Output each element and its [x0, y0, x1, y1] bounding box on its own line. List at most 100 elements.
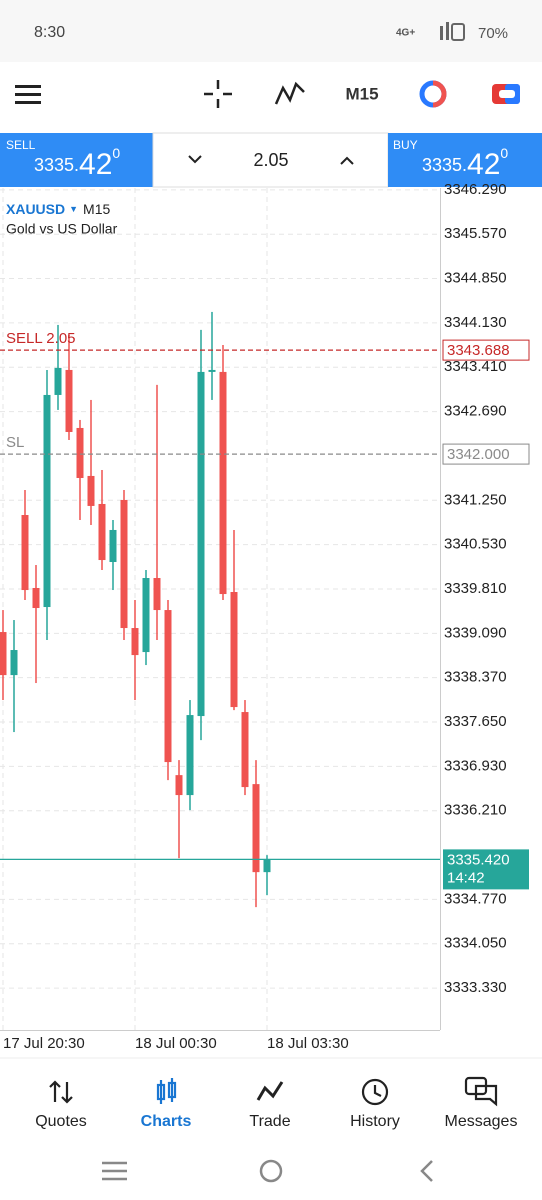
quotes-icon: [49, 1080, 73, 1104]
y-tick-label: 3336.930: [444, 757, 507, 774]
candle-body: [263, 859, 271, 873]
buy-label: BUY: [393, 138, 418, 152]
current-price-tag: [443, 849, 529, 890]
network: 4G+: [396, 28, 415, 39]
account-icon-part: [499, 90, 515, 98]
price-big: 42: [79, 148, 112, 181]
y-tick-label: 3340.530: [444, 536, 507, 553]
menu-bar: [15, 93, 41, 96]
clock: 8:30: [34, 24, 65, 41]
volume: 2.05: [253, 150, 288, 170]
candle-body: [230, 591, 238, 708]
current-price-label: 3335.420: [447, 851, 510, 868]
price-big: 42: [467, 148, 500, 181]
bottom-nav: Quotes Charts Trade History Messages: [35, 1113, 517, 1130]
candle-body: [219, 371, 227, 595]
chart: 3346.290 3345.570 3344.850 3344.130 3343.410…: [0, 181, 530, 1052]
price-sup: 0: [112, 145, 120, 161]
signal: [440, 26, 443, 40]
indicators-button[interactable]: [274, 81, 305, 105]
menu-bar: [15, 101, 41, 104]
candle-body: [54, 367, 62, 395]
candle-body: [153, 578, 161, 611]
candle-body: [10, 650, 18, 676]
messages-icon-back: [474, 1084, 498, 1107]
y-tick-label: 3339.810: [444, 580, 507, 597]
candle-body: [98, 503, 106, 561]
candle-body: [21, 515, 29, 591]
sell-price: 3335.420: [34, 145, 120, 181]
candle-body: [131, 628, 139, 656]
crosshair-button[interactable]: [204, 80, 232, 108]
nav-item[interactable]: Trade: [249, 1113, 290, 1130]
candle-body: [175, 775, 183, 796]
price-line-label: SL: [6, 434, 24, 451]
price-tag: [442, 443, 530, 465]
back[interactable]: [420, 1160, 433, 1182]
trade-icon-part: [432, 80, 447, 108]
nav-icons: [49, 1076, 498, 1107]
current-time-label: 14:42: [447, 869, 485, 886]
candle-body: [32, 587, 40, 609]
buy-button[interactable]: [388, 133, 542, 187]
y-tick-label: 3346.290: [444, 181, 507, 198]
volume-down[interactable]: [188, 155, 202, 164]
price-part: 3335.: [422, 155, 467, 175]
nav-item[interactable]: Messages: [445, 1113, 518, 1130]
menu-button[interactable]: [15, 85, 41, 104]
x-tick-label: 18 Jul 03:30: [267, 1035, 349, 1052]
trade-icon: [256, 1081, 284, 1101]
price-sup: 0: [500, 145, 508, 161]
nav-item[interactable]: Charts: [141, 1113, 192, 1130]
y-tick-label: 3337.650: [444, 713, 507, 730]
candle-body: [186, 715, 194, 796]
y-tick-label: 3342.690: [444, 403, 507, 420]
sell-button[interactable]: [0, 133, 153, 187]
description: Gold vs US Dollar: [6, 221, 118, 237]
history-hands: [373, 1085, 382, 1097]
battery-icon: [451, 23, 465, 41]
battery: 70%: [478, 25, 508, 42]
chart-header: XAUUSD ▼ M15: [6, 201, 110, 217]
y-tick-label: 3339.090: [444, 624, 507, 641]
y-tick-label: 3334.770: [444, 890, 507, 907]
timeframe-button[interactable]: M15: [345, 84, 378, 103]
candle-body: [109, 529, 117, 563]
x-tick-label: 18 Jul 00:30: [135, 1035, 217, 1052]
y-tick-label: 3343.410: [444, 358, 507, 375]
y-tick-label: 3345.570: [444, 225, 507, 242]
candle-body: [164, 610, 172, 763]
buy-price: 3335.420: [422, 145, 508, 181]
timeframe: M15: [83, 201, 110, 217]
history-icon: [361, 1078, 389, 1106]
system-nav: [102, 1159, 433, 1183]
menu-bar: [15, 85, 41, 88]
price-tag-label: 3343.688: [447, 342, 510, 359]
signal: [446, 22, 449, 40]
y-tick-label: 3336.210: [444, 802, 507, 819]
symbol: XAUUSD: [6, 201, 65, 217]
candle-body: [252, 784, 260, 873]
candle-body: [120, 499, 128, 629]
candle-body: [76, 427, 84, 478]
y-tick-label: 3344.850: [444, 270, 507, 287]
volume-up[interactable]: [340, 156, 354, 165]
candle-body: [241, 712, 249, 788]
candle-body: [0, 632, 7, 676]
candle-body: [208, 369, 216, 372]
y-tick-label: 3333.330: [444, 979, 507, 996]
candle-body: [87, 475, 95, 506]
y-tick-label: 3338.370: [444, 669, 507, 686]
price-tag-label: 3342.000: [447, 446, 510, 463]
price-line-label: SELL 2.05: [6, 330, 76, 347]
sell-label: SELL: [6, 138, 36, 152]
candle-body: [43, 394, 51, 608]
x-tick-label: 17 Jul 20:30: [3, 1035, 85, 1052]
y-tick-label: 3344.130: [444, 314, 507, 331]
home[interactable]: [259, 1159, 283, 1183]
nav-item[interactable]: Quotes: [35, 1113, 87, 1130]
nav-item[interactable]: History: [350, 1113, 400, 1130]
candle-body: [142, 578, 150, 653]
